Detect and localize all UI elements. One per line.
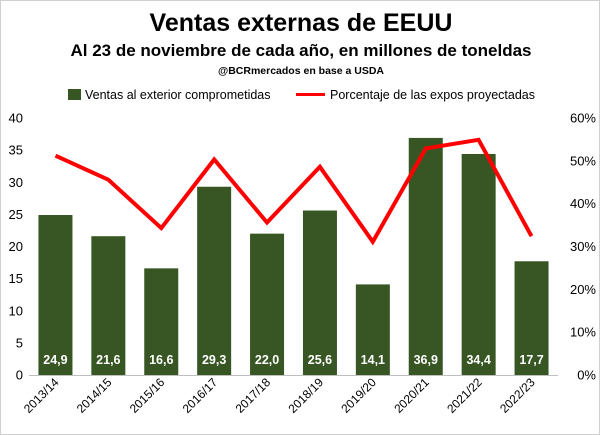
bar-value-label: 17,7 [519,353,543,367]
bar-value-label: 24,9 [43,353,67,367]
bar-value-label: 16,6 [149,353,173,367]
y-left-tick-label: 25 [9,207,23,222]
y-right-tick-label: 0% [577,368,596,383]
bar-value-label: 22,0 [255,353,279,367]
bar-value-label: 21,6 [96,353,120,367]
bar-value-label: 34,4 [466,353,490,367]
y-left-tick-label: 15 [9,271,23,286]
line-path [54,137,534,246]
legend-bar-swatch [68,89,81,100]
bar [197,186,232,375]
y-left-tick-label: 35 [9,143,23,158]
legend-line-label: Porcentaje de las expos proyectadas [330,88,535,102]
y-right-tick-label: 60% [570,111,596,126]
x-tick-label: 2021/22 [444,375,485,416]
bar [514,261,549,375]
x-tick-label: 2022/23 [497,375,538,416]
x-tick-label: 2018/19 [285,375,326,416]
y-right-tick-label: 30% [570,239,596,254]
y-left-tick-label: 10 [9,303,23,318]
chart-title: Ventas externas de EEUU [150,9,453,37]
x-axis: 2013/14 2014/15 2015/16 2016/17 2017/18 2018/… [21,375,558,416]
left-axis: 0 5 10 15 20 25 30 35 40 [9,111,23,383]
bar [355,284,390,375]
y-left-tick-label: 5 [16,335,23,350]
chart-subtitle: Al 23 de noviembre de cada año, en millo… [70,41,531,60]
bar [302,210,337,375]
bar [38,215,73,375]
bar-value-label: 14,1 [361,353,385,367]
y-left-tick-label: 30 [9,175,23,190]
y-left-tick-label: 40 [9,111,23,126]
x-tick-label: 2017/18 [233,375,274,416]
y-left-tick-label: 0 [16,368,23,383]
bar-series [38,137,549,375]
bar-value-label: 25,6 [308,353,332,367]
y-right-tick-label: 40% [570,196,596,211]
x-tick-label: 2019/20 [338,375,379,416]
x-tick-label: 2013/14 [21,375,62,416]
x-tick-label: 2015/16 [127,375,168,416]
bar [91,236,126,375]
bar [461,153,496,375]
bar [250,233,285,375]
legend: Ventas al exterior comprometidas Porcent… [68,88,535,102]
bar [408,137,443,375]
chart-source: @BCRmercados en base a USDA [218,65,384,77]
y-right-tick-label: 20% [570,282,596,297]
x-tick-label: 2016/17 [180,375,221,416]
bar [144,268,179,375]
bar-value-label: 29,3 [202,353,226,367]
y-right-tick-label: 50% [570,153,596,168]
x-tick-label: 2020/21 [391,375,432,416]
data-labels: 24,9 21,6 16,6 29,3 22,0 25,6 14,1 36,9 34,4 17,7 [43,353,543,367]
x-tick-label: 2014/15 [74,375,115,416]
bar-value-label: 36,9 [414,353,438,367]
y-left-tick-label: 20 [9,239,23,254]
legend-bar-label: Ventas al exterior comprometidas [85,88,271,102]
right-axis: 0% 10% 20% 30% 40% 50% 60% [570,111,596,383]
line-series [54,137,534,246]
y-right-tick-label: 10% [570,325,596,340]
